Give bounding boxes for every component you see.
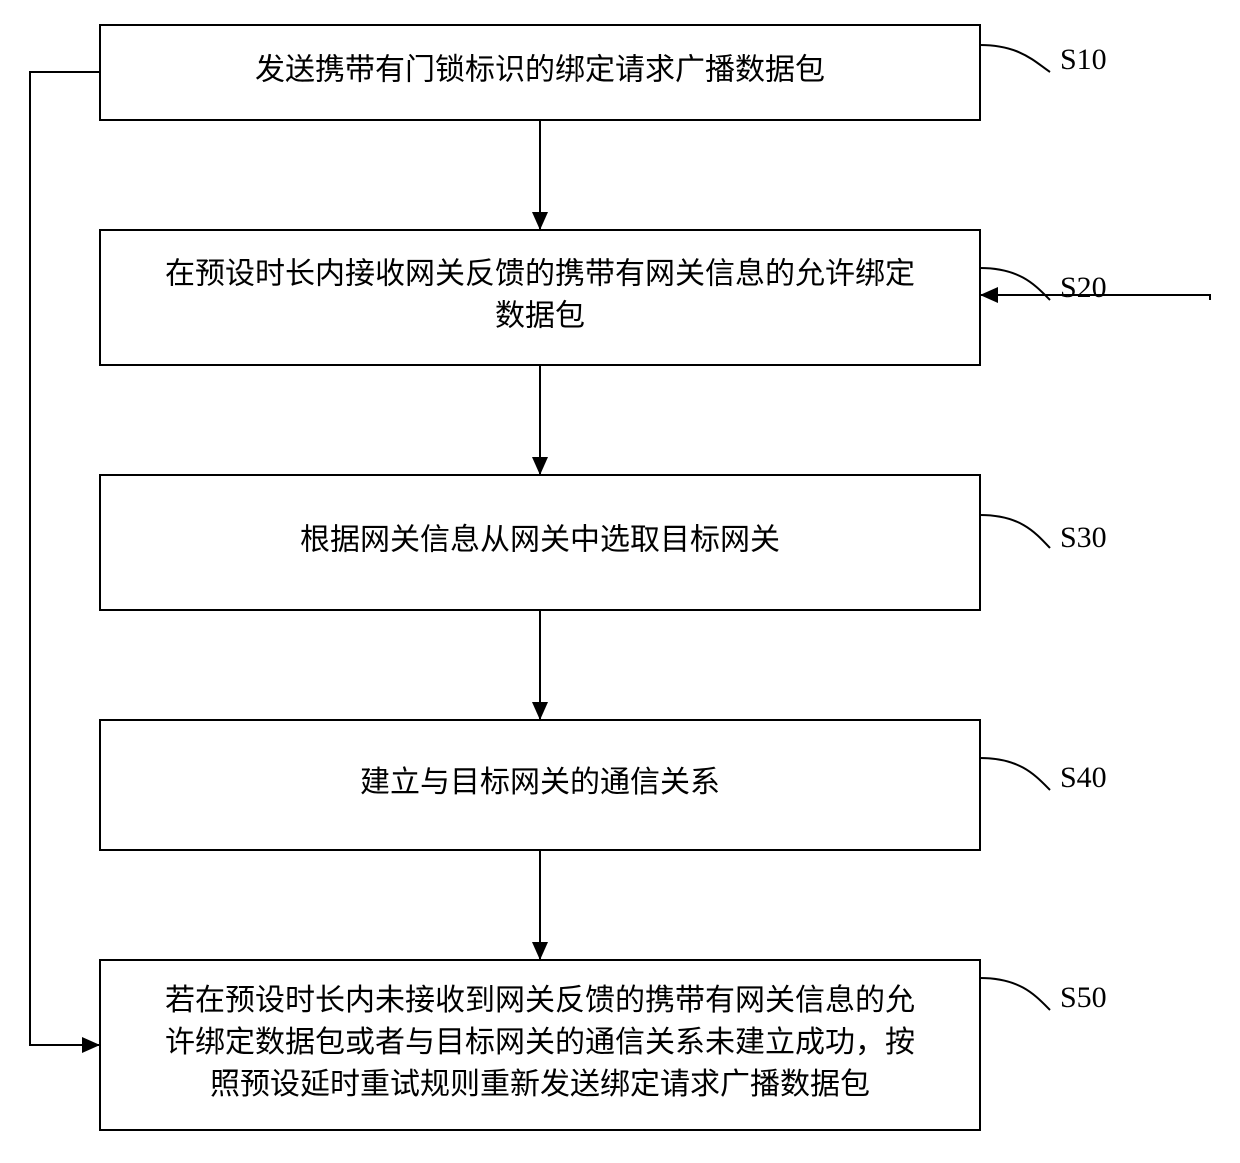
flow-node-s20 — [100, 230, 980, 365]
leader-line — [980, 515, 1050, 548]
step-label-s50: S50 — [1060, 981, 1107, 1014]
step-label-s10: S10 — [1060, 43, 1107, 76]
step-label-s30: S30 — [1060, 521, 1107, 554]
flow-node-text: 照预设延时重试规则重新发送绑定请求广播数据包 — [210, 1068, 870, 1101]
flow-node-text: 建立与目标网关的通信关系 — [360, 766, 720, 799]
flow-node-text: 根据网关信息从网关中选取目标网关 — [300, 523, 780, 556]
step-label-s20: S20 — [1060, 271, 1107, 304]
flow-node-text: 许绑定数据包或者与目标网关的通信关系未建立成功，按 — [165, 1026, 915, 1059]
leader-line — [980, 45, 1050, 72]
flow-node-text: 数据包 — [495, 299, 585, 332]
flow-node-text: 在预设时长内接收网关反馈的携带有网关信息的允许绑定 — [165, 257, 915, 290]
leader-line — [980, 758, 1050, 790]
flow-node-text: 若在预设时长内未接收到网关反馈的携带有网关信息的允 — [165, 984, 915, 1017]
step-label-s40: S40 — [1060, 761, 1107, 794]
leader-line — [980, 978, 1050, 1010]
flow-node-text: 发送携带有门锁标识的绑定请求广播数据包 — [255, 53, 825, 86]
